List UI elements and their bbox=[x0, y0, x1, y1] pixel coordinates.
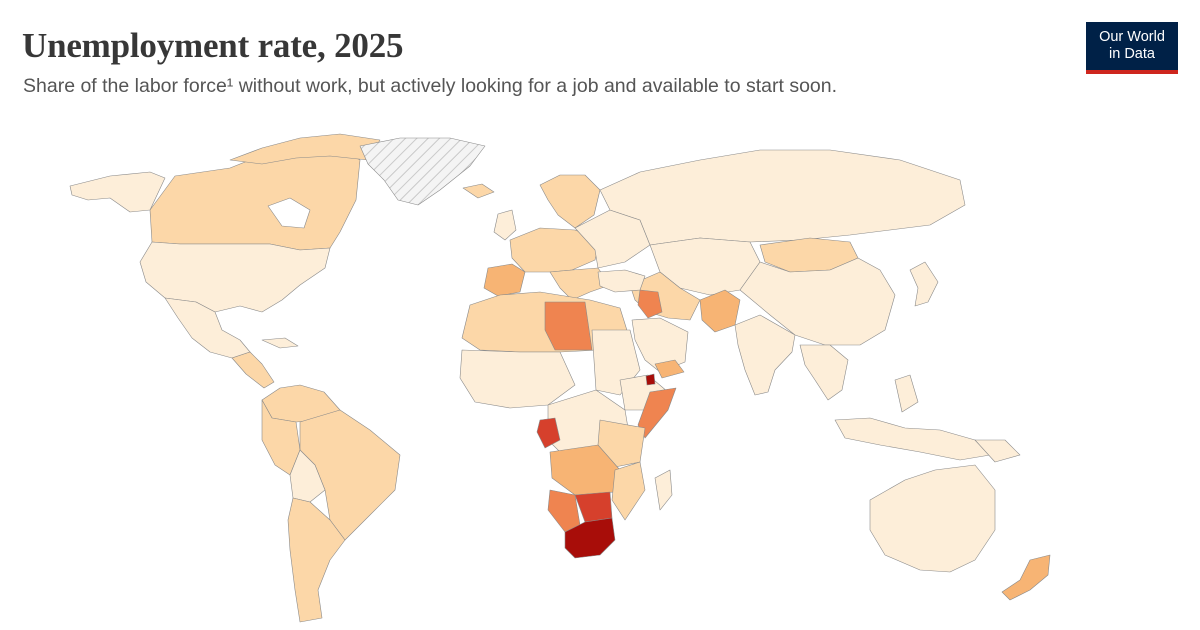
region-west-africa[interactable] bbox=[459, 349, 576, 409]
region-uk-ireland[interactable] bbox=[493, 209, 517, 241]
world-map[interactable] bbox=[0, 125, 1200, 625]
logo-line-1: Our World bbox=[1099, 29, 1165, 45]
region-turkey[interactable] bbox=[597, 269, 646, 293]
chart-subtitle: Share of the labor force¹ without work, … bbox=[23, 75, 838, 97]
region-djibouti[interactable] bbox=[645, 373, 656, 386]
logo-line-2: in Data bbox=[1109, 46, 1155, 62]
region-australia[interactable] bbox=[869, 464, 996, 573]
region-new-zealand[interactable] bbox=[1001, 554, 1051, 601]
region-papua-new-guinea[interactable] bbox=[974, 439, 1021, 463]
region-philippines[interactable] bbox=[894, 374, 919, 413]
region-libya[interactable] bbox=[544, 301, 593, 351]
region-western-europe[interactable] bbox=[509, 227, 601, 273]
owid-logo[interactable]: Our World in Data bbox=[1086, 22, 1178, 74]
region-cuba[interactable] bbox=[261, 337, 299, 349]
region-southeast-asia[interactable] bbox=[799, 344, 849, 401]
region-afghanistan-pakistan[interactable] bbox=[699, 289, 741, 333]
region-united-states[interactable] bbox=[139, 241, 331, 313]
region-central-america[interactable] bbox=[231, 351, 275, 389]
region-iceland[interactable] bbox=[462, 183, 495, 199]
region-syria-iraq[interactable] bbox=[637, 289, 663, 319]
chart-title: Unemployment rate, 2025 bbox=[22, 26, 404, 65]
region-somalia[interactable] bbox=[637, 387, 677, 439]
region-indonesia[interactable] bbox=[834, 417, 991, 461]
region-japan[interactable] bbox=[909, 261, 939, 307]
region-alaska[interactable] bbox=[69, 171, 166, 213]
region-east-africa[interactable] bbox=[597, 419, 646, 469]
region-italy-balkans[interactable] bbox=[549, 267, 611, 301]
region-yemen[interactable] bbox=[654, 359, 685, 379]
region-india[interactable] bbox=[734, 314, 796, 396]
region-russia[interactable] bbox=[599, 149, 966, 246]
region-greenland[interactable] bbox=[359, 137, 486, 206]
region-hudson-bay bbox=[267, 197, 311, 229]
region-madagascar[interactable] bbox=[654, 469, 673, 511]
region-iberia[interactable] bbox=[483, 263, 526, 297]
region-mozambique[interactable] bbox=[611, 461, 646, 521]
region-south-africa[interactable] bbox=[564, 517, 616, 559]
region-argentina-chile[interactable] bbox=[287, 497, 346, 623]
region-congo-gabon[interactable] bbox=[536, 417, 561, 449]
region-scandinavia[interactable] bbox=[539, 174, 601, 229]
region-botswana[interactable] bbox=[574, 491, 613, 523]
